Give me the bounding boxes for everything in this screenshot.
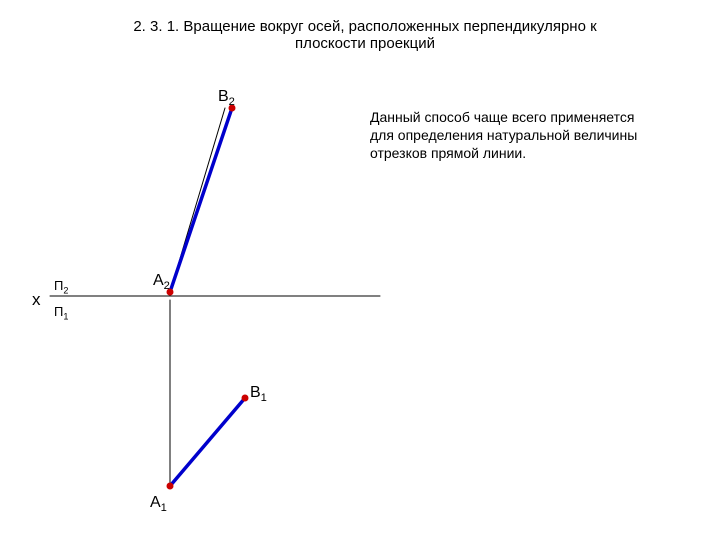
label-A2: А2: [153, 272, 170, 292]
label-B2: В2: [218, 88, 235, 108]
segment-line-1: [170, 398, 245, 486]
point-A1: [167, 483, 174, 490]
label-x: x: [32, 290, 41, 310]
label-A1: А1: [150, 494, 167, 514]
label-B1: В1: [250, 384, 267, 404]
label-P1: П1: [54, 304, 68, 322]
diagram-canvas: [0, 0, 720, 540]
segment-line-0: [170, 108, 232, 292]
point-B1: [242, 395, 249, 402]
label-P2: П2: [54, 278, 68, 296]
